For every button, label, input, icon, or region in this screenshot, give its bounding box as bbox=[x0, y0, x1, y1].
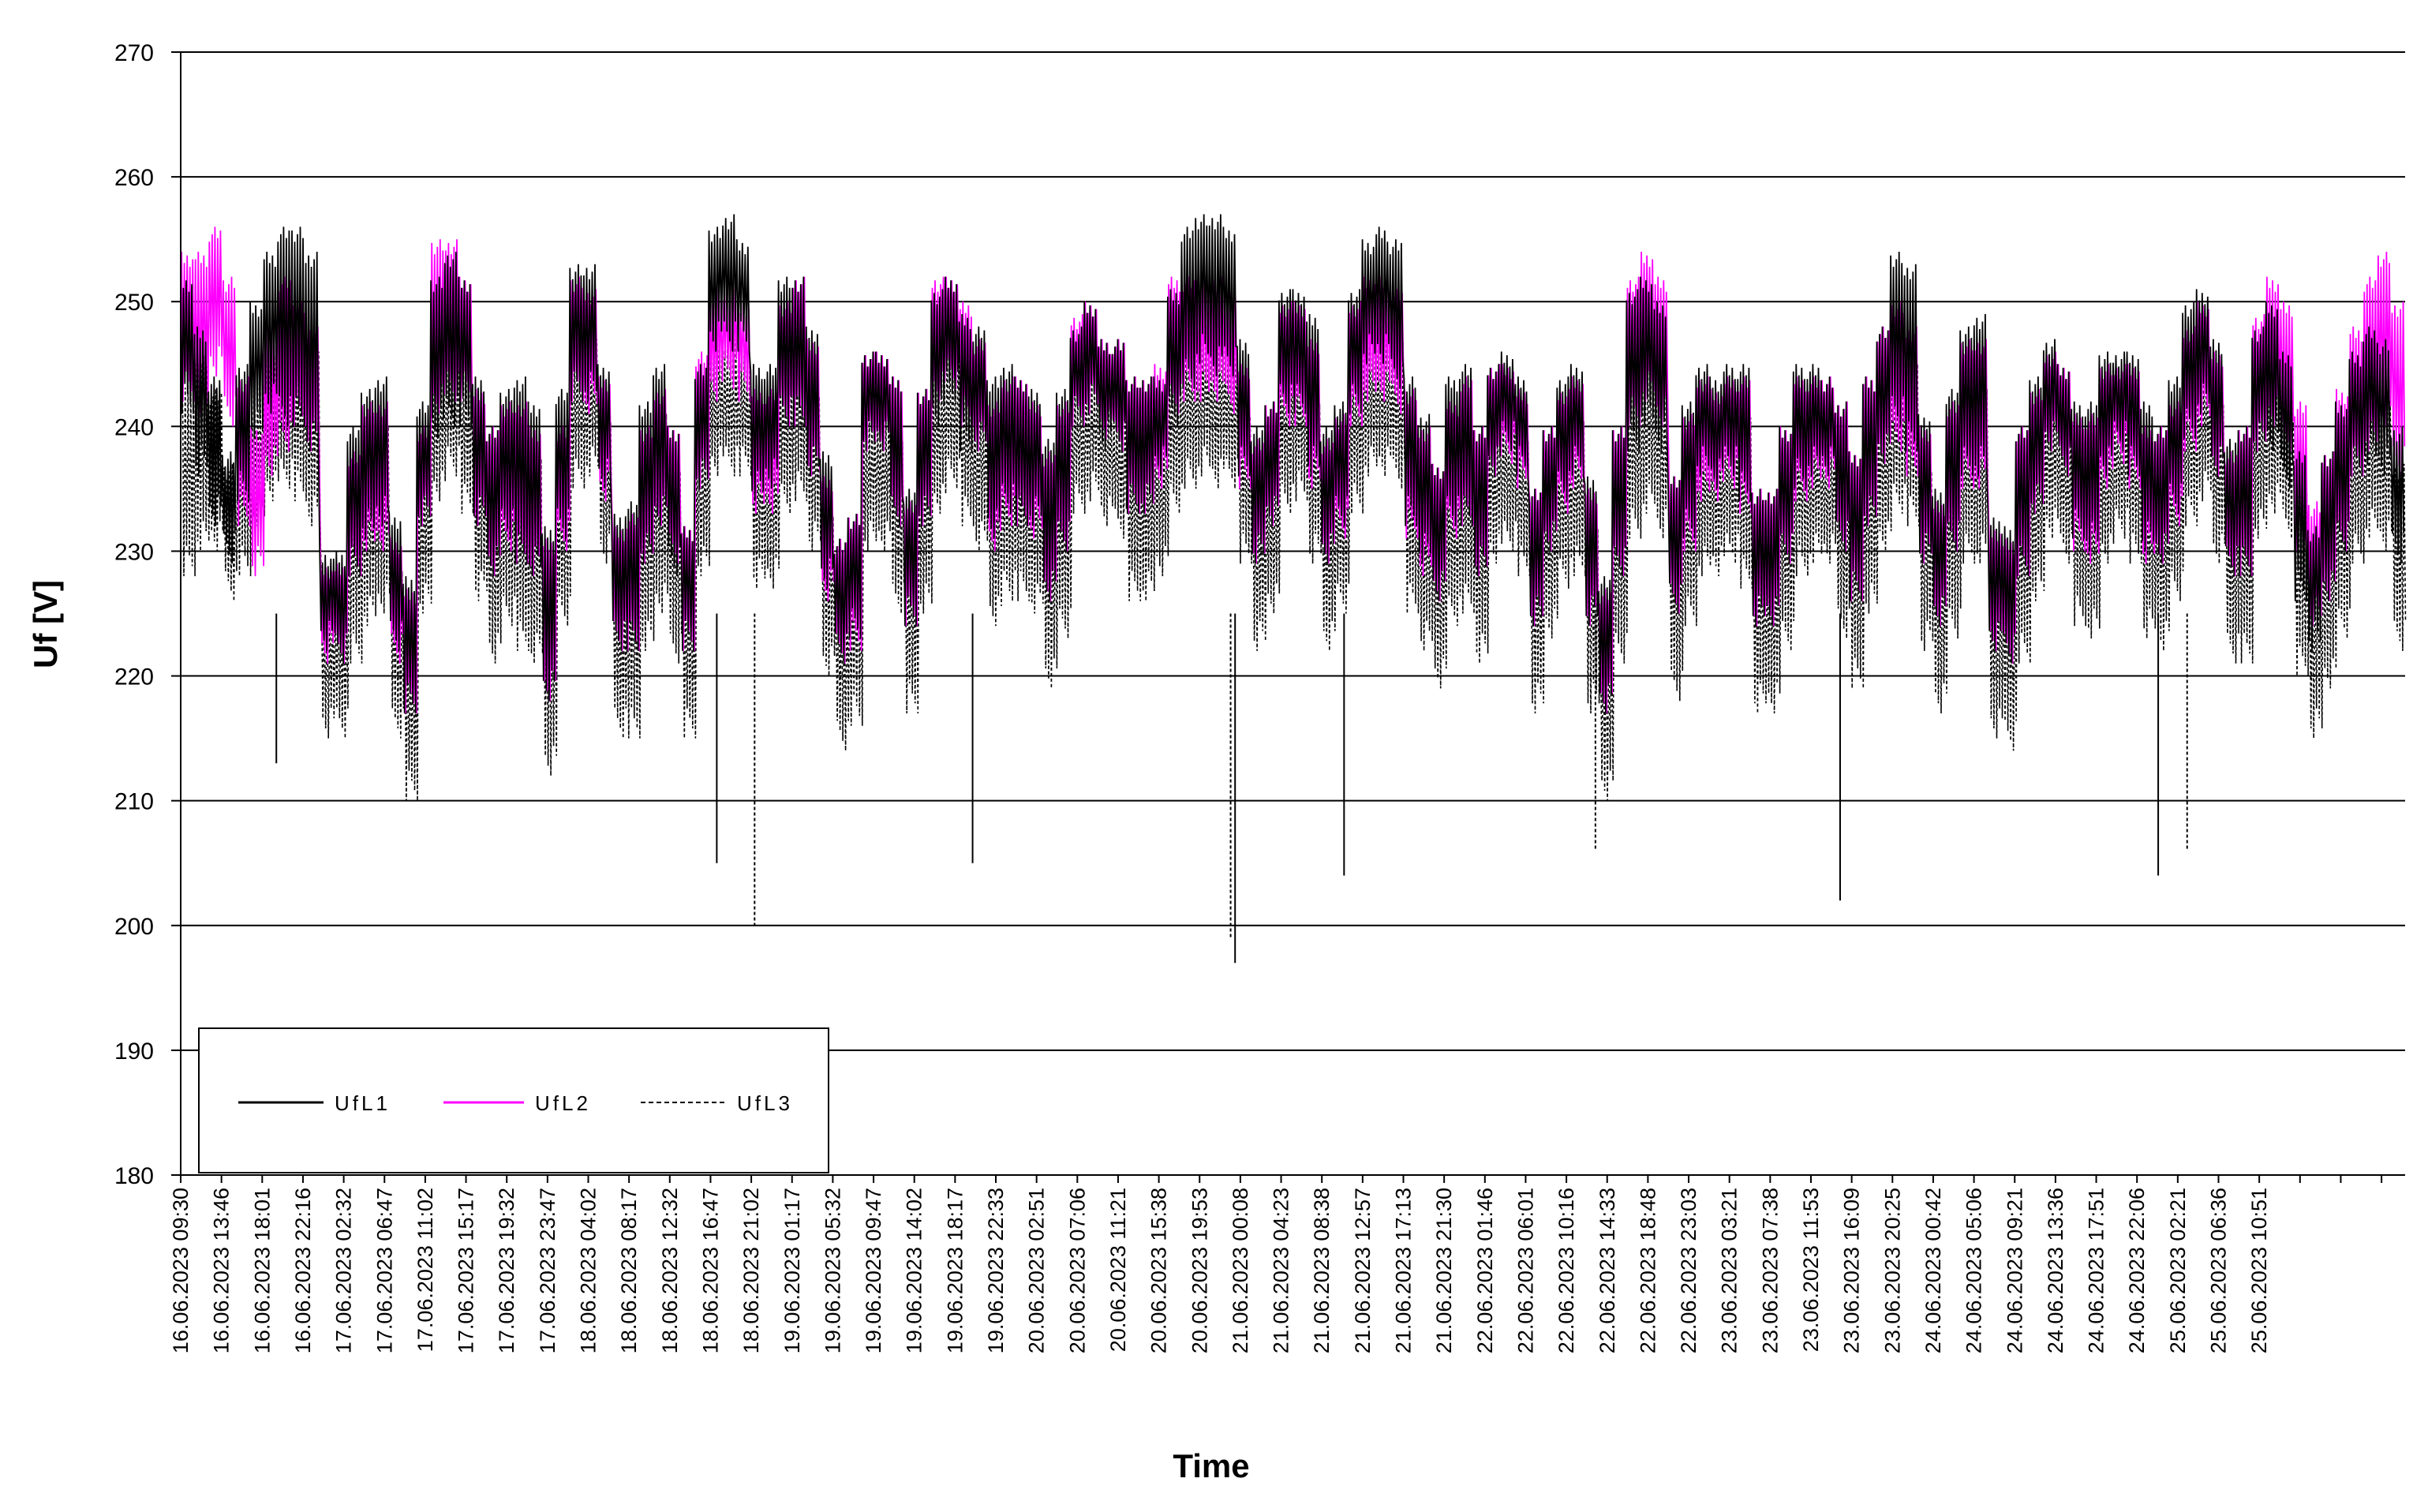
x-tick-label-48: 24.06.2023 22:06 bbox=[2125, 1188, 2149, 1353]
x-tick-label-33: 22.06.2023 06:01 bbox=[1514, 1188, 1538, 1353]
y-tick-label-240: 240 bbox=[114, 414, 154, 440]
x-tick-label-22: 20.06.2023 07:06 bbox=[1065, 1188, 1089, 1353]
x-tick-label-36: 22.06.2023 18:48 bbox=[1636, 1188, 1659, 1353]
x-tick-label-18: 19.06.2023 14:02 bbox=[903, 1188, 926, 1353]
legend-label-uf-l3: UfL3 bbox=[737, 1091, 793, 1115]
x-tick-label-30: 21.06.2023 17:13 bbox=[1392, 1188, 1416, 1353]
y-tick-label-210: 210 bbox=[114, 789, 154, 815]
y-axis-title: Uf [V] bbox=[27, 580, 64, 668]
x-tick-label-3: 16.06.2023 22:16 bbox=[291, 1188, 315, 1353]
x-tick-label-40: 23.06.2023 11:53 bbox=[1799, 1188, 1823, 1352]
x-tick-label-10: 18.06.2023 04:02 bbox=[577, 1188, 600, 1353]
x-tick-label-1: 16.06.2023 13:46 bbox=[210, 1188, 234, 1353]
x-tick-label-11: 18.06.2023 08:17 bbox=[617, 1188, 641, 1353]
x-tick-label-38: 23.06.2023 03:21 bbox=[1718, 1188, 1742, 1353]
x-tick-label-31: 21.06.2023 21:30 bbox=[1432, 1188, 1456, 1353]
x-tick-label-49: 25.06.2023 02:21 bbox=[2166, 1188, 2190, 1353]
x-tick-label-4: 17.06.2023 02:32 bbox=[332, 1188, 356, 1353]
legend-box bbox=[198, 1027, 829, 1173]
x-tick-label-2: 16.06.2023 18:01 bbox=[250, 1188, 274, 1353]
x-tick-labels: 16.06.2023 09:30 16.06.2023 13:46 16.06.20… bbox=[169, 1188, 2271, 1353]
x-tick-label-41: 23.06.2023 16:09 bbox=[1840, 1188, 1864, 1353]
x-tick-label-35: 22.06.2023 14:33 bbox=[1596, 1188, 1619, 1353]
series-line-ufl1 bbox=[180, 214, 2405, 714]
y-tick-label-180: 180 bbox=[114, 1163, 154, 1189]
x-tick-label-15: 19.06.2023 01:17 bbox=[780, 1188, 804, 1353]
legend: UfL1 UfL2 UfL3 bbox=[198, 1027, 829, 1173]
x-tick-label-28: 21.06.2023 08:38 bbox=[1310, 1188, 1334, 1353]
x-tick-label-14: 18.06.2023 21:02 bbox=[739, 1188, 763, 1353]
y-tick-label-190: 190 bbox=[114, 1039, 154, 1065]
y-tick-label-220: 220 bbox=[114, 664, 154, 691]
x-tick-label-34: 22.06.2023 10:16 bbox=[1554, 1188, 1578, 1353]
x-tick-label-26: 21.06.2023 00:08 bbox=[1229, 1188, 1252, 1353]
y-tick-labels: 180 190 200 210 220 230 240 250 260 270 bbox=[114, 40, 154, 1189]
x-tick-label-32: 22.06.2023 01:46 bbox=[1473, 1188, 1497, 1353]
x-tick-label-12: 18.06.2023 12:32 bbox=[658, 1188, 682, 1353]
x-tick-label-23: 20.06.2023 11:21 bbox=[1106, 1188, 1130, 1352]
x-tick-label-24: 20.06.2023 15:38 bbox=[1147, 1188, 1171, 1353]
legend-entry-uf-l3: UfL3 bbox=[641, 1091, 793, 1115]
axis-layer bbox=[171, 51, 2405, 1183]
x-tick-label-25: 20.06.2023 19:53 bbox=[1188, 1188, 1211, 1353]
x-tick-label-0: 16.06.2023 09:30 bbox=[169, 1188, 193, 1353]
x-tick-label-37: 22.06.2023 23:03 bbox=[1677, 1188, 1700, 1353]
y-tick-label-270: 270 bbox=[114, 40, 154, 66]
x-tick-label-29: 21.06.2023 12:57 bbox=[1351, 1188, 1375, 1353]
legend-entry-uf-l1: UfL1 bbox=[238, 1091, 391, 1115]
x-tick-label-51: 25.06.2023 10:51 bbox=[2247, 1188, 2271, 1353]
y-tick-label-250: 250 bbox=[114, 290, 154, 316]
x-tick-label-27: 21.06.2023 04:23 bbox=[1270, 1188, 1293, 1353]
x-tick-label-44: 24.06.2023 05:06 bbox=[1962, 1188, 1986, 1353]
x-tick-label-19: 19.06.2023 18:17 bbox=[943, 1188, 967, 1353]
legend-entry-uf-l2: UfL2 bbox=[443, 1091, 591, 1115]
x-tick-label-42: 23.06.2023 20:25 bbox=[1880, 1188, 1904, 1353]
x-tick-label-17: 19.06.2023 09:47 bbox=[862, 1188, 885, 1353]
y-tick-label-260: 260 bbox=[114, 165, 154, 191]
x-tick-label-43: 24.06.2023 00:42 bbox=[1921, 1188, 1945, 1353]
x-tick-label-45: 24.06.2023 09:21 bbox=[2003, 1188, 2026, 1353]
x-tick-label-13: 18.06.2023 16:47 bbox=[698, 1188, 722, 1353]
x-tick-label-16: 19.06.2023 05:32 bbox=[821, 1188, 844, 1353]
y-tick-label-200: 200 bbox=[114, 914, 154, 940]
x-tick-label-46: 24.06.2023 13:36 bbox=[2044, 1188, 2067, 1353]
x-tick-label-21: 20.06.2023 02:51 bbox=[1025, 1188, 1049, 1353]
x-tick-label-6: 17.06.2023 11:02 bbox=[413, 1188, 437, 1352]
x-tick-label-20: 19.06.2023 22:33 bbox=[984, 1188, 1008, 1353]
x-axis-title: Time bbox=[1173, 1447, 1249, 1484]
y-tick-label-230: 230 bbox=[114, 539, 154, 565]
series-layer bbox=[180, 214, 2407, 964]
x-tick-label-7: 17.06.2023 15:17 bbox=[455, 1188, 478, 1353]
x-tick-label-9: 17.06.2023 23:47 bbox=[536, 1188, 559, 1353]
legend-label-uf-l1: UfL1 bbox=[335, 1091, 391, 1115]
legend-label-uf-l2: UfL2 bbox=[535, 1091, 591, 1115]
x-tick-label-8: 17.06.2023 19:32 bbox=[495, 1188, 518, 1353]
x-tick-label-5: 17.06.2023 06:47 bbox=[372, 1188, 396, 1353]
x-tick-label-39: 23.06.2023 07:38 bbox=[1758, 1188, 1782, 1353]
x-tick-label-47: 24.06.2023 17:51 bbox=[2085, 1188, 2108, 1353]
x-tick-label-50: 25.06.2023 06:36 bbox=[2207, 1188, 2231, 1353]
